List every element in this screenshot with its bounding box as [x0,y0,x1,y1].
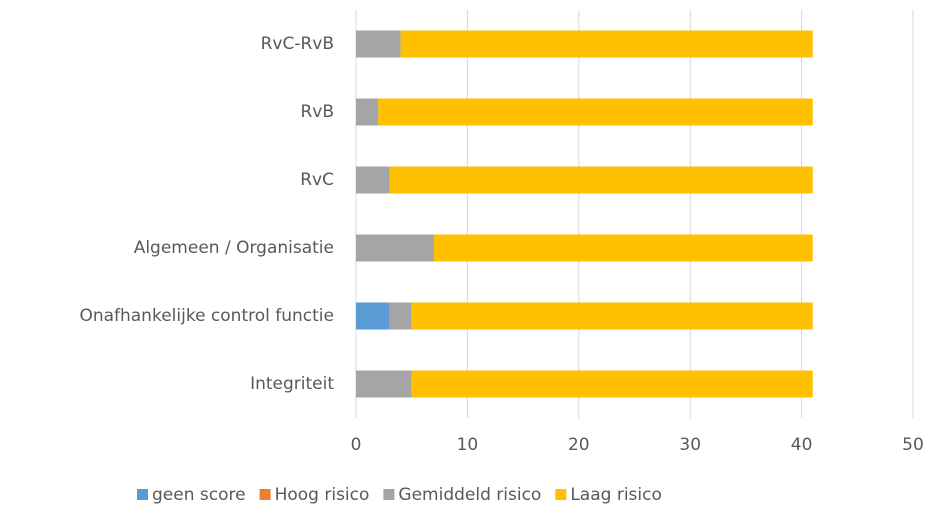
legend-label: geen score [152,485,246,505]
y-tick-label: Algemeen / Organisatie [134,238,334,258]
x-tick-label: 30 [679,435,701,455]
y-tick-label: Onafhankelijke control functie [79,306,334,326]
bar-segment [356,302,390,330]
legend-label: Gemiddeld risico [398,485,541,505]
legend-swatch [137,489,148,500]
legend-swatch [259,489,271,500]
legend-label: Laag risico [570,485,662,505]
bar-segment [400,30,813,58]
bar-segment [356,166,390,194]
legend-swatch [555,489,567,500]
bar-segment [356,98,379,126]
y-tick-label: Integriteit [250,374,334,394]
bar-segment [356,370,412,398]
bar-segment [411,302,813,330]
bar-segment [433,234,813,262]
legend-label: Hoog risico [275,485,370,505]
x-tick-label: 0 [351,435,362,455]
x-tick-label: 10 [457,435,479,455]
bar-segment [356,30,401,58]
y-tick-label: RvC-RvB [261,34,334,54]
bar-segment [389,302,412,330]
x-tick-label: 20 [568,435,590,455]
x-tick-label: 50 [902,435,924,455]
bar-segment [389,166,813,194]
bar-segment [356,234,434,262]
y-tick-label: RvC [300,170,334,190]
y-tick-label: RvB [300,102,334,122]
x-tick-label: 40 [791,435,813,455]
bar-segment [411,370,813,398]
bar-segment [378,98,813,126]
legend-swatch [383,489,395,500]
